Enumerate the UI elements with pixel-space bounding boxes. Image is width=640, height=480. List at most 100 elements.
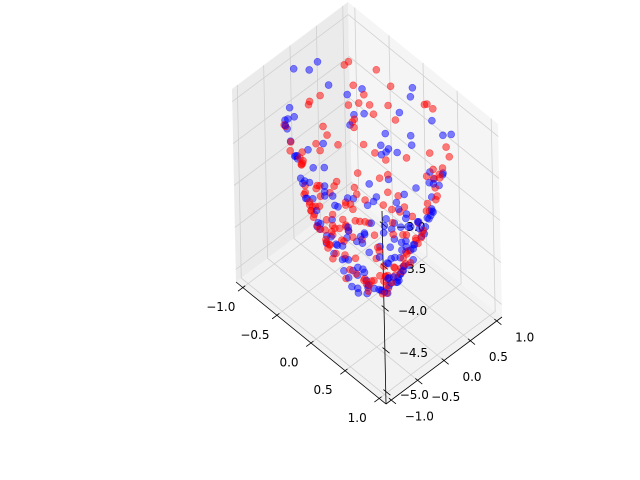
data-point [353, 284, 362, 293]
data-point [429, 180, 438, 188]
data-point [360, 109, 368, 118]
data-point [316, 91, 324, 100]
data-point [360, 276, 368, 285]
data-point [305, 66, 314, 74]
data-point [423, 199, 432, 208]
data-point [397, 238, 406, 247]
data-point [333, 241, 342, 250]
data-point [400, 190, 409, 199]
x-grid-line [378, 118, 496, 399]
data-point [320, 163, 329, 172]
data-point [344, 223, 352, 231]
data-point [393, 148, 402, 157]
data-point [349, 233, 357, 241]
data-point [402, 231, 411, 239]
data-point [323, 131, 331, 139]
data-point [309, 164, 318, 172]
data-point [426, 211, 435, 220]
z-tick-label: −4.5 [399, 346, 428, 360]
data-point [395, 108, 404, 117]
data-point [372, 66, 381, 74]
data-point [447, 130, 456, 139]
z-tick-mark [382, 347, 390, 354]
y-grid-line [236, 85, 392, 401]
y-tick-label: 0.5 [489, 350, 508, 364]
z-grid-line [234, 139, 502, 263]
data-point [379, 201, 388, 209]
data-point [365, 248, 374, 257]
data-point [344, 101, 353, 109]
data-point [423, 100, 431, 108]
x-tick-label: −0.5 [240, 328, 269, 342]
data-point [352, 269, 361, 278]
data-point [415, 224, 424, 233]
data-point [398, 246, 406, 254]
data-point [334, 203, 342, 211]
z-tick-mark [383, 389, 391, 396]
x-tick-mark [237, 285, 246, 292]
data-point [360, 268, 369, 277]
data-point [290, 113, 299, 121]
data-point [324, 81, 333, 89]
data-point [425, 149, 434, 157]
data-point [343, 90, 352, 99]
data-point [360, 230, 369, 239]
data-point [401, 260, 410, 268]
data-point [359, 90, 368, 99]
data-point [312, 184, 321, 193]
data-point [402, 210, 411, 218]
x-tick-mark [305, 340, 314, 347]
data-point [373, 243, 382, 252]
data-point [435, 170, 444, 179]
data-point [392, 198, 401, 207]
data-point [408, 84, 417, 92]
data-point [285, 103, 294, 112]
data-point [375, 174, 384, 182]
data-point [353, 169, 362, 177]
data-point [380, 222, 389, 230]
x-tick-mark [340, 368, 348, 375]
data-point [334, 141, 342, 149]
data-point [381, 156, 390, 164]
data-point [305, 97, 314, 106]
data-point [402, 154, 411, 162]
data-point [412, 184, 420, 192]
data-point [375, 253, 384, 261]
data-point [299, 157, 307, 165]
data-point [395, 276, 403, 285]
data-point [330, 182, 338, 190]
data-point [370, 231, 379, 239]
data-point [344, 273, 353, 282]
data-point [343, 194, 352, 202]
data-point [314, 218, 323, 227]
x-tick-mark [374, 396, 382, 403]
tick-marks [237, 221, 502, 405]
data-point [325, 240, 334, 249]
data-point [386, 243, 395, 251]
data-point [313, 57, 322, 66]
data-point [322, 216, 331, 224]
y-tick-mark [388, 397, 397, 405]
data-point [350, 123, 358, 132]
data-point [305, 198, 314, 206]
data-point [312, 139, 320, 148]
data-point [286, 147, 295, 155]
data-point [349, 205, 357, 214]
data-point [328, 221, 337, 230]
data-point [321, 226, 329, 234]
data-point [382, 215, 390, 223]
data-point [298, 148, 307, 156]
y-tick-label: 0.0 [462, 370, 481, 384]
data-point [411, 234, 420, 243]
data-point [381, 129, 390, 138]
data-point [361, 218, 369, 226]
data-point [376, 141, 385, 150]
data-point [382, 148, 390, 156]
data-point [429, 165, 437, 174]
data-point [335, 224, 344, 233]
data-point [358, 239, 367, 247]
data-point [319, 122, 327, 131]
data-point [445, 153, 454, 161]
